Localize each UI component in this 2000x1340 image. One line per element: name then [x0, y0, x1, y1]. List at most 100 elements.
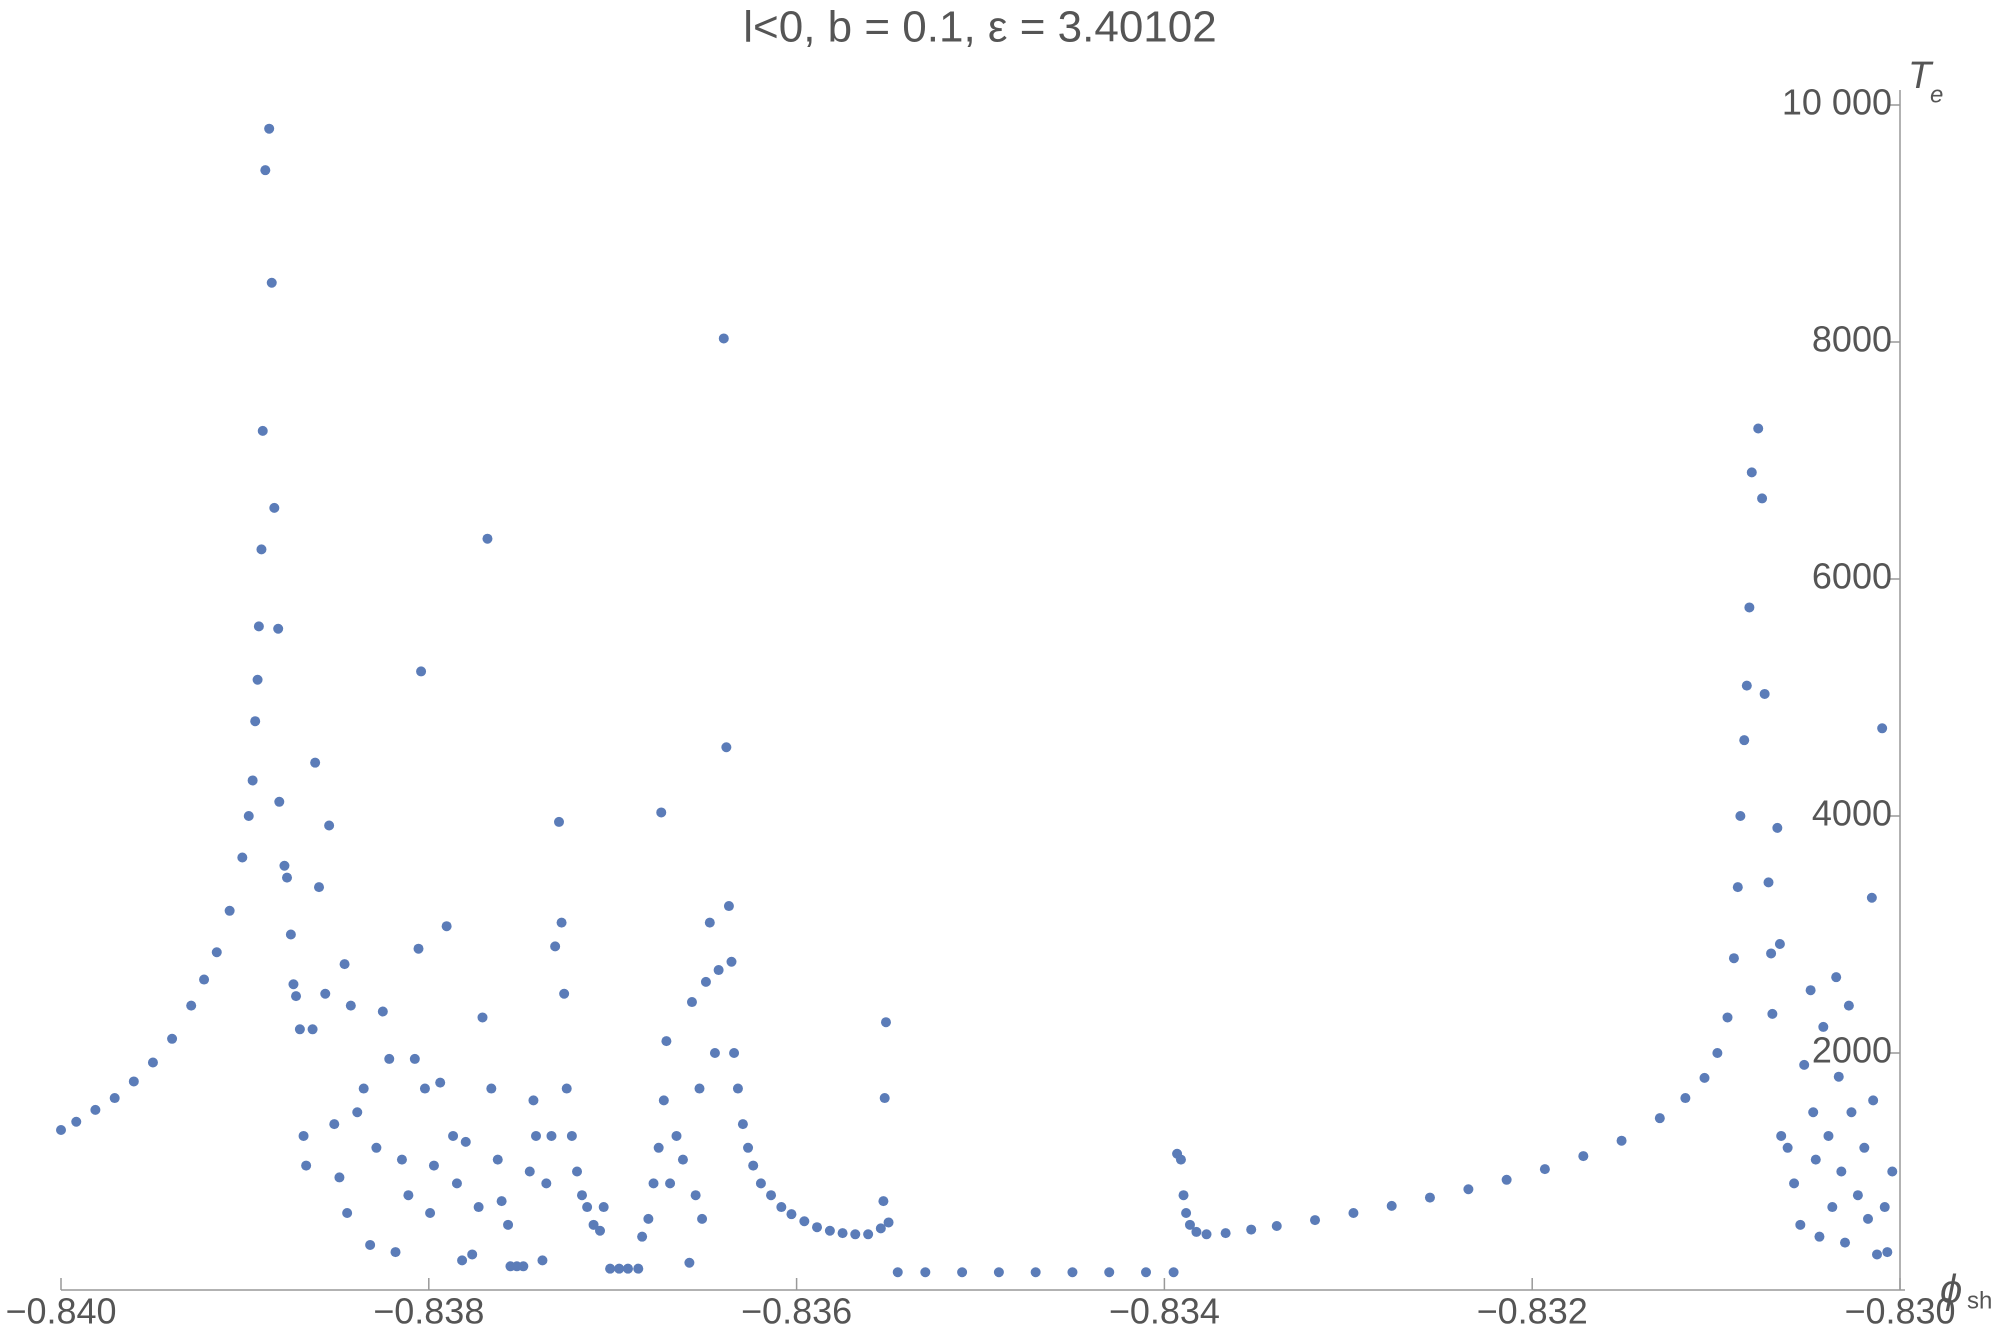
point — [324, 820, 335, 831]
point — [559, 988, 570, 999]
point — [1766, 948, 1777, 959]
point — [743, 1142, 754, 1153]
point — [737, 1119, 748, 1130]
point — [257, 425, 268, 436]
point — [1843, 1000, 1854, 1011]
x-tick-label: −0.838 — [373, 1291, 484, 1332]
point — [1872, 1249, 1883, 1260]
point — [554, 816, 565, 827]
point — [1840, 1237, 1851, 1248]
point — [282, 872, 293, 883]
point — [1772, 822, 1783, 833]
point — [1175, 1154, 1186, 1165]
point — [1868, 1095, 1879, 1106]
x-tick-label: −0.836 — [741, 1291, 852, 1332]
point — [279, 860, 290, 871]
point — [1141, 1267, 1152, 1278]
point — [1753, 423, 1764, 434]
point — [477, 1012, 488, 1023]
point — [269, 502, 280, 513]
point — [342, 1207, 353, 1218]
point — [1104, 1267, 1115, 1278]
point — [403, 1190, 414, 1201]
point — [314, 882, 325, 893]
y-axis-label-sub: e — [1930, 81, 1943, 108]
point — [253, 621, 264, 632]
point — [892, 1267, 903, 1278]
point — [1810, 1154, 1821, 1165]
point — [329, 1119, 340, 1130]
point — [665, 1178, 676, 1189]
point — [307, 1024, 318, 1035]
point — [1616, 1135, 1627, 1146]
point — [334, 1172, 345, 1183]
point — [264, 123, 275, 134]
y-tick-label: 4000 — [1812, 793, 1892, 834]
point — [1808, 1107, 1819, 1118]
point — [1744, 602, 1755, 613]
y-tick-label: 2000 — [1812, 1030, 1892, 1071]
point — [576, 1190, 587, 1201]
point — [850, 1229, 861, 1240]
point — [482, 533, 493, 544]
point — [294, 1024, 305, 1035]
point — [755, 1178, 766, 1189]
point — [677, 1154, 688, 1165]
point — [1818, 1021, 1829, 1032]
point — [413, 943, 424, 954]
point — [1741, 680, 1752, 691]
point — [1246, 1224, 1257, 1235]
point — [1831, 972, 1842, 983]
point — [186, 1000, 197, 1011]
point — [211, 947, 222, 958]
point — [537, 1255, 548, 1266]
point — [1767, 1008, 1778, 1019]
point — [883, 1217, 894, 1228]
point — [291, 991, 302, 1002]
point — [1501, 1174, 1512, 1185]
point — [496, 1196, 507, 1207]
point — [199, 974, 210, 985]
point — [723, 901, 734, 912]
point — [1722, 1012, 1733, 1023]
point — [1463, 1184, 1474, 1195]
point — [71, 1116, 82, 1127]
point — [572, 1166, 583, 1177]
point — [528, 1095, 539, 1106]
point — [880, 1017, 891, 1028]
point — [409, 1053, 420, 1064]
y-tick-label: 8000 — [1812, 319, 1892, 360]
point — [686, 997, 697, 1008]
point — [732, 1083, 743, 1094]
point — [274, 796, 285, 807]
point — [441, 921, 452, 932]
point — [656, 807, 667, 818]
point — [1759, 688, 1770, 699]
point — [721, 742, 732, 753]
point — [633, 1263, 644, 1274]
point — [713, 965, 724, 976]
point — [339, 959, 350, 970]
point — [224, 905, 235, 916]
point — [147, 1057, 158, 1068]
x-axis-label: ϕ — [1940, 1268, 1962, 1312]
point — [1799, 1059, 1810, 1070]
point — [451, 1178, 462, 1189]
point — [56, 1125, 66, 1136]
point — [1191, 1226, 1202, 1237]
point — [658, 1095, 669, 1106]
point — [546, 1130, 557, 1141]
point — [473, 1202, 484, 1213]
point — [622, 1263, 633, 1274]
point — [1827, 1202, 1838, 1213]
point — [799, 1216, 810, 1227]
point — [1168, 1267, 1179, 1278]
point — [1271, 1221, 1282, 1232]
y-tick-label: 10 000 — [1782, 82, 1892, 123]
point — [1699, 1072, 1710, 1083]
point — [879, 1093, 890, 1104]
point — [518, 1261, 529, 1272]
point — [1578, 1151, 1589, 1162]
point — [875, 1223, 886, 1234]
point — [428, 1160, 439, 1171]
